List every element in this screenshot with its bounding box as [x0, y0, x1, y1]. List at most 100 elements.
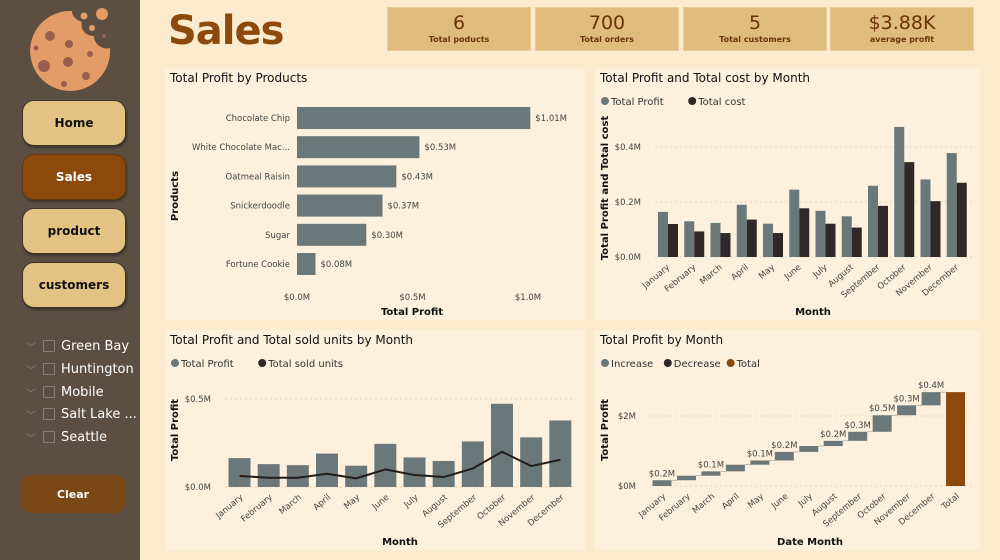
y-tick-label: $0.2M — [615, 198, 641, 208]
bar — [799, 446, 819, 452]
data-label: $0.37M — [387, 202, 419, 212]
bar — [815, 210, 826, 257]
x-tick-label: March — [278, 493, 304, 517]
x-tick-label: February — [239, 493, 274, 525]
kpi-card-average-profit: $3.88K average profit — [830, 7, 974, 51]
chevron-down-icon[interactable]: ﹀ — [26, 342, 36, 354]
bar — [694, 231, 705, 257]
chart-title: Total Profit and Total sold units by Mon… — [170, 333, 414, 347]
bar — [297, 194, 383, 217]
data-label: $0.1M — [698, 460, 724, 470]
kpi-value: 6 — [452, 12, 466, 34]
x-tick-label: June — [782, 263, 803, 283]
nav-product-button[interactable]: product — [22, 208, 126, 254]
cookie-logo — [30, 8, 111, 91]
x-tick-label: July — [811, 263, 830, 281]
legend-marker — [663, 359, 672, 367]
checkbox[interactable] — [43, 408, 55, 420]
chevron-down-icon[interactable]: ﹀ — [26, 410, 36, 422]
legend-label: Total — [736, 359, 760, 370]
slicer-item[interactable]: ﹀ Mobile — [26, 382, 104, 402]
bar — [668, 224, 678, 257]
slicer-label: Salt Lake ... — [61, 406, 137, 422]
bar — [720, 233, 731, 257]
kpi-value: 5 — [748, 12, 762, 34]
bar — [403, 457, 426, 487]
x-tick-label: May — [746, 492, 766, 511]
legend-marker — [726, 359, 735, 367]
chart-profit-cost-by-month[interactable]: Total Profit Total cost $0.0M $0.2M $0.4M Jan… — [595, 68, 980, 320]
chart-profit-waterfall[interactable]: Increase Decrease Total $0M $2M $0.2M $0.1M $0.… — [595, 330, 980, 550]
bar — [701, 471, 721, 476]
data-label: $0.3M — [893, 394, 919, 404]
data-label: $0.53M — [424, 143, 456, 153]
checkbox[interactable] — [43, 431, 55, 443]
chart-profit-units-by-month[interactable]: Total Profit Total sold units $0.0M $0.5M Ja… — [165, 330, 585, 550]
y-tick-label: Fortune Cookie — [226, 260, 290, 270]
x-axis-label: Date Month — [777, 537, 843, 548]
chevron-down-icon[interactable]: ﹀ — [26, 433, 36, 445]
y-tick-label: Snickerdoodle — [230, 202, 290, 212]
bar — [750, 460, 770, 465]
x-tick-label: April — [720, 492, 741, 512]
bar — [432, 460, 455, 487]
slicer-item[interactable]: ﹀ Salt Lake ... — [26, 404, 137, 424]
bar — [345, 465, 368, 487]
bar — [878, 205, 888, 257]
data-label: $0.3M — [845, 421, 871, 431]
legend-label: Decrease — [674, 359, 721, 370]
data-label: $0.30M — [371, 231, 403, 241]
chart-title: Total Profit by Month — [600, 333, 724, 347]
bar — [894, 126, 905, 257]
nav-home-button[interactable]: Home — [22, 100, 126, 146]
y-tick-label: Sugar — [265, 231, 290, 241]
data-label: $0.4M — [918, 381, 944, 391]
legend-marker — [171, 359, 179, 367]
chart-profit-by-products[interactable]: $0.0M $0.5M $1.0M Chocolate Chip $1.01M White… — [165, 68, 585, 320]
slicer-label: Green Bay — [61, 338, 130, 354]
bar — [228, 458, 251, 487]
bar — [773, 233, 783, 257]
y-tick-label: White Chocolate Mac... — [192, 143, 290, 153]
checkbox[interactable] — [43, 386, 55, 398]
bar — [297, 253, 316, 275]
bar — [841, 216, 852, 257]
y-tick-label: Oatmeal Raisin — [226, 172, 290, 182]
slicer-label: Seattle — [61, 429, 108, 445]
bar — [461, 441, 484, 487]
chevron-down-icon[interactable]: ﹀ — [26, 388, 36, 400]
checkbox[interactable] — [43, 340, 55, 352]
kpi-value: $3.88K — [868, 12, 936, 34]
slicer-item[interactable]: ﹀ Seattle — [26, 427, 107, 447]
bar — [684, 221, 695, 257]
nav-sales-button[interactable]: Sales — [22, 154, 126, 200]
bar — [956, 182, 967, 257]
bar — [257, 464, 280, 487]
kpi-label: Total orders — [580, 35, 634, 44]
legend-marker — [601, 359, 609, 367]
bar — [799, 208, 810, 257]
bar — [868, 185, 878, 257]
bar — [676, 475, 696, 481]
slicer-item[interactable]: ﹀ Green Bay — [26, 336, 129, 356]
y-tick-label: $2M — [618, 412, 636, 422]
bar — [825, 223, 836, 257]
x-tick-label: March — [691, 492, 717, 516]
x-tick-label: June — [769, 492, 790, 512]
checkbox[interactable] — [43, 363, 55, 375]
slicer-item[interactable]: ﹀ Huntington — [26, 359, 134, 379]
clear-button[interactable]: Clear — [21, 475, 125, 513]
y-tick-label: Chocolate Chip — [226, 114, 290, 124]
nav-customers-button[interactable]: customers — [22, 262, 126, 308]
legend-label: Increase — [611, 359, 653, 370]
x-tick-label: June — [370, 493, 391, 513]
bar — [316, 453, 338, 487]
chart-title: Total Profit and Total cost by Month — [600, 71, 811, 85]
bar — [904, 162, 915, 257]
x-tick-label: $0.5M — [399, 293, 425, 303]
kpi-card-products: 6 Total poducts — [387, 7, 531, 51]
bar — [848, 431, 868, 441]
y-tick-label: $0M — [618, 482, 636, 492]
bar — [491, 403, 513, 487]
chevron-down-icon[interactable]: ﹀ — [26, 365, 36, 377]
